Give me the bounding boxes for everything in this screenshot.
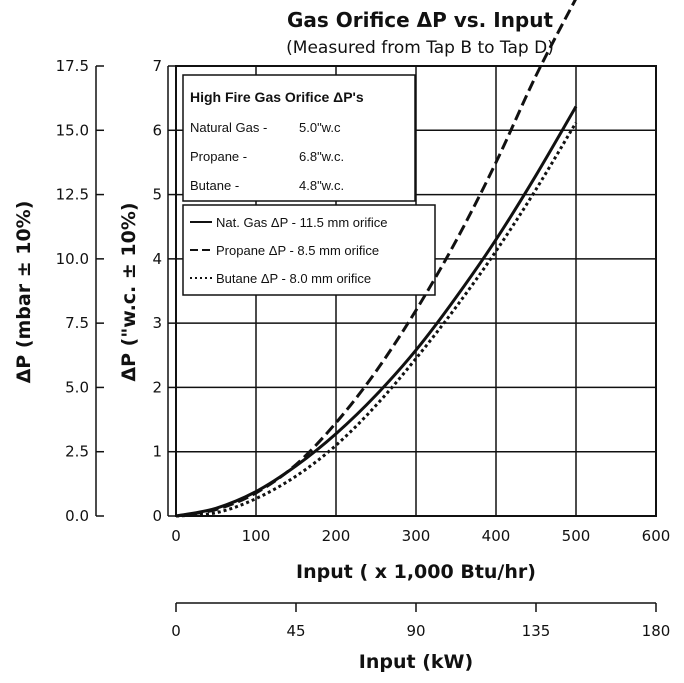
x2-tick-label-2: 90 xyxy=(406,622,425,640)
y2-tick-label-1: 2.5 xyxy=(65,443,89,461)
y-tick-label-6: 6 xyxy=(152,121,162,139)
x-tick-label-5: 500 xyxy=(562,527,591,545)
y-tick-label-4: 4 xyxy=(152,250,162,268)
info-box-frame xyxy=(182,74,416,202)
y-axis-label-w-c: ΔP ("w.c. ± 10%) xyxy=(118,202,140,381)
legend-frame xyxy=(182,204,436,296)
x-tick-label-2: 200 xyxy=(322,527,351,545)
x-axis-label-btu: Input ( x 1,000 Btu/hr) xyxy=(296,561,536,583)
legend-label-propane: Propane ΔP - 8.5 mm orifice xyxy=(216,243,379,258)
series-line-2 xyxy=(175,121,578,518)
y-tick-label-3: 3 xyxy=(152,314,162,332)
x2-tick-label-4: 180 xyxy=(642,622,671,640)
x2-tick-label-1: 45 xyxy=(286,622,305,640)
y-tick-label-0: 0 xyxy=(152,507,162,525)
chart-subtitle: (Measured from Tap B to Tap D) xyxy=(286,38,554,58)
x-tick-label-1: 100 xyxy=(242,527,271,545)
y-ticks-mbar: 0.0 2.5 5.0 7.5 10.0 12.5 15.0 17.5 xyxy=(56,57,104,525)
legend-label-natural-gas: Nat. Gas ΔP - 11.5 mm orifice xyxy=(216,215,387,230)
x2-tick-label-0: 0 xyxy=(171,622,181,640)
x-tick-label-0: 0 xyxy=(171,527,181,545)
info-box-title: High Fire Gas Orifice ΔP's xyxy=(190,89,364,105)
info-row-value-propane: 6.8"w.c. xyxy=(299,149,344,164)
x2-tick-label-3: 135 xyxy=(522,622,551,640)
x-axis-label-kw: Input (kW) xyxy=(359,651,473,673)
x-tick-label-3: 300 xyxy=(402,527,431,545)
y-tick-label-7: 7 xyxy=(152,57,162,75)
x-tick-label-6: 600 xyxy=(642,527,671,545)
x-ticks-kw: 0 45 90 135 180 xyxy=(171,603,670,640)
y-tick-label-5: 5 xyxy=(152,186,162,204)
plot-frame xyxy=(175,65,657,517)
y-ticks-w-c: 0 1 2 3 4 5 6 7 xyxy=(152,57,176,525)
x-tick-label-4: 400 xyxy=(482,527,511,545)
y2-tick-label-4: 10.0 xyxy=(56,250,89,268)
y-tick-label-2: 2 xyxy=(152,378,162,396)
y2-tick-label-0: 0.0 xyxy=(65,507,89,525)
info-box: High Fire Gas Orifice ΔP's Natural Gas -… xyxy=(182,74,416,202)
y2-tick-label-5: 12.5 xyxy=(56,186,89,204)
y-tick-label-1: 1 xyxy=(152,443,162,461)
info-row-value-natural-gas: 5.0"w.c xyxy=(299,120,341,135)
y2-tick-label-2: 5.0 xyxy=(65,378,89,396)
y2-tick-label-7: 17.5 xyxy=(56,57,89,75)
info-row-label-propane: Propane - xyxy=(190,149,247,164)
info-row-label-butane: Butane - xyxy=(190,178,239,193)
y-axis-label-mbar: ΔP (mbar ± 10%) xyxy=(13,201,35,384)
series-group xyxy=(175,0,578,518)
y2-tick-label-3: 7.5 xyxy=(65,314,89,332)
info-row-value-butane: 4.8"w.c. xyxy=(299,178,344,193)
series-line-0 xyxy=(175,105,578,518)
legend-label-butane: Butane ΔP - 8.0 mm orifice xyxy=(216,271,371,286)
series-line-1 xyxy=(175,0,577,518)
info-row-label-natural-gas: Natural Gas - xyxy=(190,120,267,135)
legend: Nat. Gas ΔP - 11.5 mm orifice Propane ΔP… xyxy=(182,204,436,296)
x-ticks-btu: 0 100 200 300 400 500 600 xyxy=(171,527,670,545)
chart-title: Gas Orifice ΔP vs. Input xyxy=(287,8,554,32)
y2-tick-label-6: 15.0 xyxy=(56,121,89,139)
